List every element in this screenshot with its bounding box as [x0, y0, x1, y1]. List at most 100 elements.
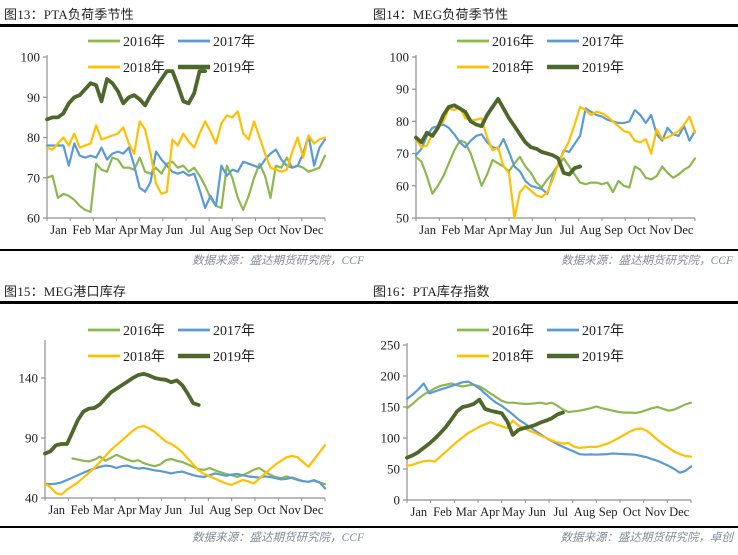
x-month-label: Dec: [303, 223, 324, 237]
x-month-label: May: [502, 505, 526, 519]
bottom-rule: [369, 249, 738, 251]
chart-area: 40 90 140 Jan Feb Mar Apr May Jun Jul Aug Sep Oct Nov…: [0, 304, 369, 526]
x-month-label: May: [509, 223, 533, 237]
x-month-label: Nov: [279, 223, 301, 237]
x-month-label: Mar: [464, 223, 486, 237]
legend-label-2016: 2016年: [123, 323, 165, 339]
legend-label-2018: 2018年: [123, 349, 165, 365]
source-note: 数据来源：盛达期货研究院，CCF: [192, 255, 364, 267]
x-month-label: Jan: [48, 503, 65, 517]
y-tick-label: 80: [396, 114, 409, 129]
x-month-label: Sep: [599, 505, 618, 519]
x-month-label: Mar: [456, 505, 478, 519]
bottom-rule: [369, 526, 738, 528]
x-month-label: Jun: [528, 505, 546, 519]
legend-label-2016: 2016年: [123, 34, 165, 50]
legend-label-2016: 2016年: [492, 323, 534, 339]
y-tick-label: 150: [381, 400, 401, 415]
y-tick-label: 200: [381, 369, 401, 384]
panel-fig13: 图13：PTA负荷季节性 60 70 80 90 100 Jan Feb Mar Apr May J…: [0, 0, 369, 277]
legend-label-2017: 2017年: [582, 323, 624, 339]
y-tick-label: 100: [381, 431, 401, 446]
y-tick-label: 100: [21, 50, 41, 65]
x-month-label: Jul: [554, 505, 569, 519]
series-line-2019: [405, 397, 565, 460]
x-month-label: Aug: [210, 223, 232, 237]
x-month-label: Jul: [190, 223, 205, 237]
x-month-label: Sep: [234, 503, 253, 517]
chart-area: 0 50 100 150 200 250 Jan Feb Mar Apr May Jun Jul Aug S…: [369, 304, 738, 526]
legend-label-2019: 2019年: [582, 349, 624, 365]
series-line-2018: [414, 105, 697, 220]
x-month-label: Jun: [535, 223, 553, 237]
x-month-label: Jan: [50, 223, 67, 237]
y-tick-label: 70: [27, 170, 40, 185]
series-line-2017: [405, 380, 693, 474]
figure-title: 图13：PTA负荷季节性: [4, 7, 134, 22]
series-line-2017: [45, 134, 327, 209]
x-month-label: Jul: [560, 223, 575, 237]
series-line-2019: [414, 97, 583, 177]
x-month-label: Nov: [645, 505, 667, 519]
x-month-label: Dec: [669, 505, 690, 519]
figure-title: 图15：MEG港口库存: [4, 284, 127, 299]
line-chart-pta-inventory-index: 0 50 100 150 200 250 Jan Feb Mar Apr May Jun Jul Aug S…: [381, 323, 693, 519]
x-month-label: Jan: [419, 223, 436, 237]
chart-area: 60 70 80 90 100 Jan Feb Mar Apr May Jun Jul Aug Sep Oc…: [0, 27, 369, 249]
bottom-rule: [0, 526, 369, 528]
x-month-label: Feb: [433, 505, 452, 519]
x-month-label: Aug: [574, 505, 596, 519]
y-tick-label: 100: [390, 50, 410, 65]
source-note: 数据来源：盛达期货研究院，CCF: [561, 255, 733, 267]
title-rule: [369, 24, 738, 27]
y-tick-label: 140: [19, 371, 39, 386]
x-month-label: Feb: [72, 223, 91, 237]
series-line-2018: [43, 424, 327, 496]
x-month-label: Apr: [117, 503, 137, 517]
y-tick-label: 90: [25, 431, 38, 446]
legend-label-2019: 2019年: [582, 60, 624, 76]
x-month-label: Jan: [410, 505, 427, 519]
x-month-label: Oct: [258, 503, 277, 517]
series-line-2018: [45, 110, 327, 195]
legend-label-2018: 2018年: [123, 60, 165, 76]
legend-label-2016: 2016年: [492, 34, 534, 50]
x-month-label: Dec: [303, 503, 324, 517]
panel-fig15: 图15：MEG港口库存 40 90 140 Jan Feb Mar Apr May Jun Jul…: [0, 277, 369, 555]
x-month-label: Aug: [580, 223, 602, 237]
bottom-rule: [0, 249, 369, 251]
line-chart-meg-port-inventory: 40 90 140 Jan Feb Mar Apr May Jun Jul Aug Sep Oct Nov…: [19, 323, 327, 517]
legend-label-2018: 2018年: [492, 349, 534, 365]
series-line-2019: [45, 69, 208, 122]
y-tick-label: 50: [396, 211, 409, 226]
x-month-label: Nov: [649, 223, 671, 237]
x-month-label: Aug: [209, 503, 231, 517]
x-month-label: Jun: [166, 223, 184, 237]
line-chart-meg-load: 50 60 70 80 90 100 Jan Feb Mar Apr May Jun Jul Aug Sep…: [390, 34, 697, 237]
x-month-label: Jul: [189, 503, 204, 517]
y-tick-label: 250: [381, 338, 401, 353]
chart-area: 50 60 70 80 90 100 Jan Feb Mar Apr May Jun Jul Aug Sep…: [369, 27, 738, 249]
series-line-2019: [43, 371, 201, 456]
legend-label-2019: 2019年: [213, 60, 255, 76]
line-chart-pta-load: 60 70 80 90 100 Jan Feb Mar Apr May Jun Jul Aug Sep Oc…: [21, 34, 327, 237]
panel-fig14: 图14：MEG负荷季节性 50 60 70 80 90 100 Jan Feb Mar Apr Ma…: [369, 0, 738, 277]
x-month-label: Mar: [95, 223, 117, 237]
panel-fig16: 图16：PTA库存指数 0 50 100 150 200 250 Jan Feb Mar Apr M…: [369, 277, 738, 555]
legend-label-2018: 2018年: [492, 60, 534, 76]
legend-label-2017: 2017年: [582, 34, 624, 50]
y-tick-label: 60: [27, 211, 40, 226]
legend-label-2019: 2019年: [213, 349, 255, 365]
figure-title: 图14：MEG负荷季节性: [373, 7, 509, 22]
x-month-label: Feb: [71, 503, 90, 517]
x-month-label: Jun: [165, 503, 183, 517]
x-month-label: Oct: [258, 223, 277, 237]
x-month-label: Dec: [673, 223, 694, 237]
title-rule: [0, 24, 369, 27]
legend-label-2017: 2017年: [213, 323, 255, 339]
x-month-label: Nov: [279, 503, 301, 517]
x-month-label: Mar: [93, 503, 115, 517]
source-note: 数据来源：盛达期货研究院，CCF: [192, 532, 364, 544]
x-month-label: Apr: [480, 505, 500, 519]
